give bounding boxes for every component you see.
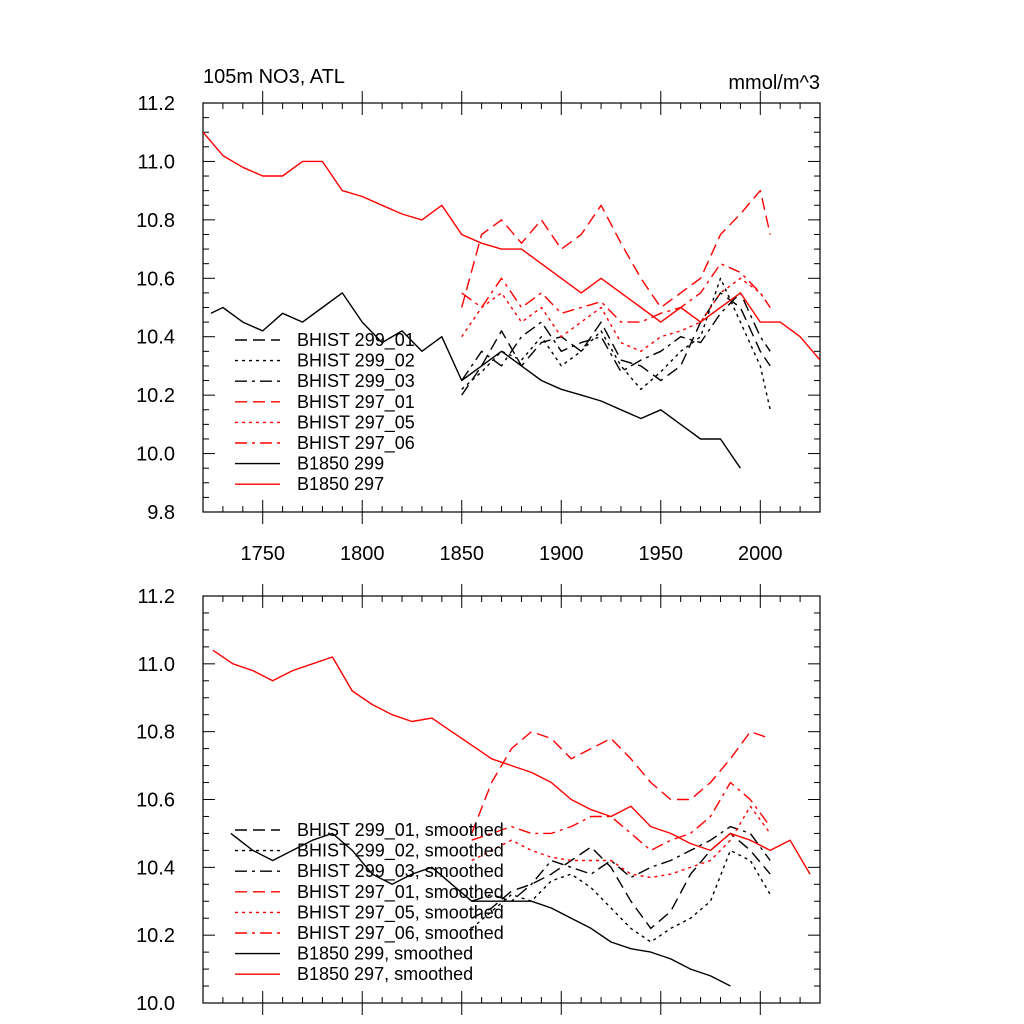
- legend-label: BHIST 297_01, smoothed: [297, 882, 504, 903]
- units-label: mmol/m^3: [728, 72, 820, 94]
- series-line: [230, 832, 731, 987]
- y-tick-label: 10.8: [136, 722, 175, 744]
- plot-frame: [202, 595, 821, 1004]
- y-tick-label: 9.8: [147, 502, 175, 524]
- legend-label: BHIST 299_02: [297, 351, 415, 372]
- y-tick-label: 10.2: [136, 385, 175, 407]
- x-tick-label: 1950: [639, 543, 684, 565]
- legend-label: BHIST 297_05, smoothed: [297, 902, 504, 923]
- x-tick-label: 1800: [340, 543, 385, 565]
- series-line: [461, 277, 771, 352]
- legend-label: BHIST 297_06, smoothed: [297, 923, 504, 944]
- series-group: [203, 131, 820, 469]
- x-tick-label: 1900: [539, 543, 584, 565]
- series-line: [461, 277, 771, 410]
- series-line: [471, 832, 771, 930]
- series-line: [203, 131, 820, 361]
- y-tick-label: 11.2: [138, 586, 175, 608]
- y-tick-label: 10.4: [136, 327, 175, 349]
- bottom-panel: 10.0 10.2 10.4 10.6 10.8 11.0 11.2 BHIST 299_01…: [136, 584, 821, 1015]
- legend-label: B1850 297, smoothed: [297, 964, 473, 984]
- legend-label: BHIST 299_01: [297, 330, 415, 351]
- legend-label: BHIST 297_01: [297, 392, 415, 413]
- legend-label: BHIST 297_06: [297, 433, 415, 454]
- y-tick-label: 10.0: [136, 444, 175, 466]
- legend-label: B1850 297: [297, 474, 384, 494]
- legend-label: B1850 299: [297, 454, 384, 474]
- top-panel: 1750 1800 1850 1900 1950 2000 9.8 10.0 10.2 10.4 1…: [136, 66, 821, 565]
- series-line: [461, 263, 771, 323]
- series-line: [471, 805, 771, 879]
- series-line: [210, 292, 741, 469]
- x-tick-label: 1750: [240, 543, 285, 565]
- series-line: [212, 649, 811, 875]
- series-line: [471, 731, 771, 834]
- y-tick-label: 10.8: [136, 210, 175, 232]
- series-line: [471, 781, 771, 852]
- y-tick-label: 10.4: [136, 857, 175, 879]
- series-line: [461, 189, 771, 309]
- y-tick-label: 10.6: [136, 790, 175, 812]
- y-tick-label: 11.0: [138, 654, 175, 676]
- series-line: [471, 825, 771, 902]
- series-line: [471, 849, 771, 943]
- y-tick-label: 10.6: [136, 268, 175, 290]
- series-group: [212, 649, 811, 987]
- legend-label: B1850 299, smoothed: [297, 944, 473, 964]
- y-tick-label: 10.2: [136, 925, 175, 947]
- y-tick-label: 11.2: [138, 93, 175, 115]
- legend-label: BHIST 299_01, smoothed: [297, 820, 504, 841]
- legend-label: BHIST 299_03, smoothed: [297, 861, 504, 882]
- series-line: [461, 292, 771, 381]
- legend-label: BHIST 299_02, smoothed: [297, 841, 504, 862]
- legend-label: BHIST 299_03: [297, 371, 415, 392]
- series-line: [461, 292, 771, 396]
- x-tick-label: 2000: [738, 543, 783, 565]
- legend-label: BHIST 297_05: [297, 412, 415, 433]
- y-tick-label: 11.0: [138, 151, 175, 173]
- y-tick-label: 10.0: [136, 993, 175, 1015]
- chart-title: 105m NO3, ATL: [203, 66, 345, 88]
- x-tick-label: 1850: [439, 543, 484, 565]
